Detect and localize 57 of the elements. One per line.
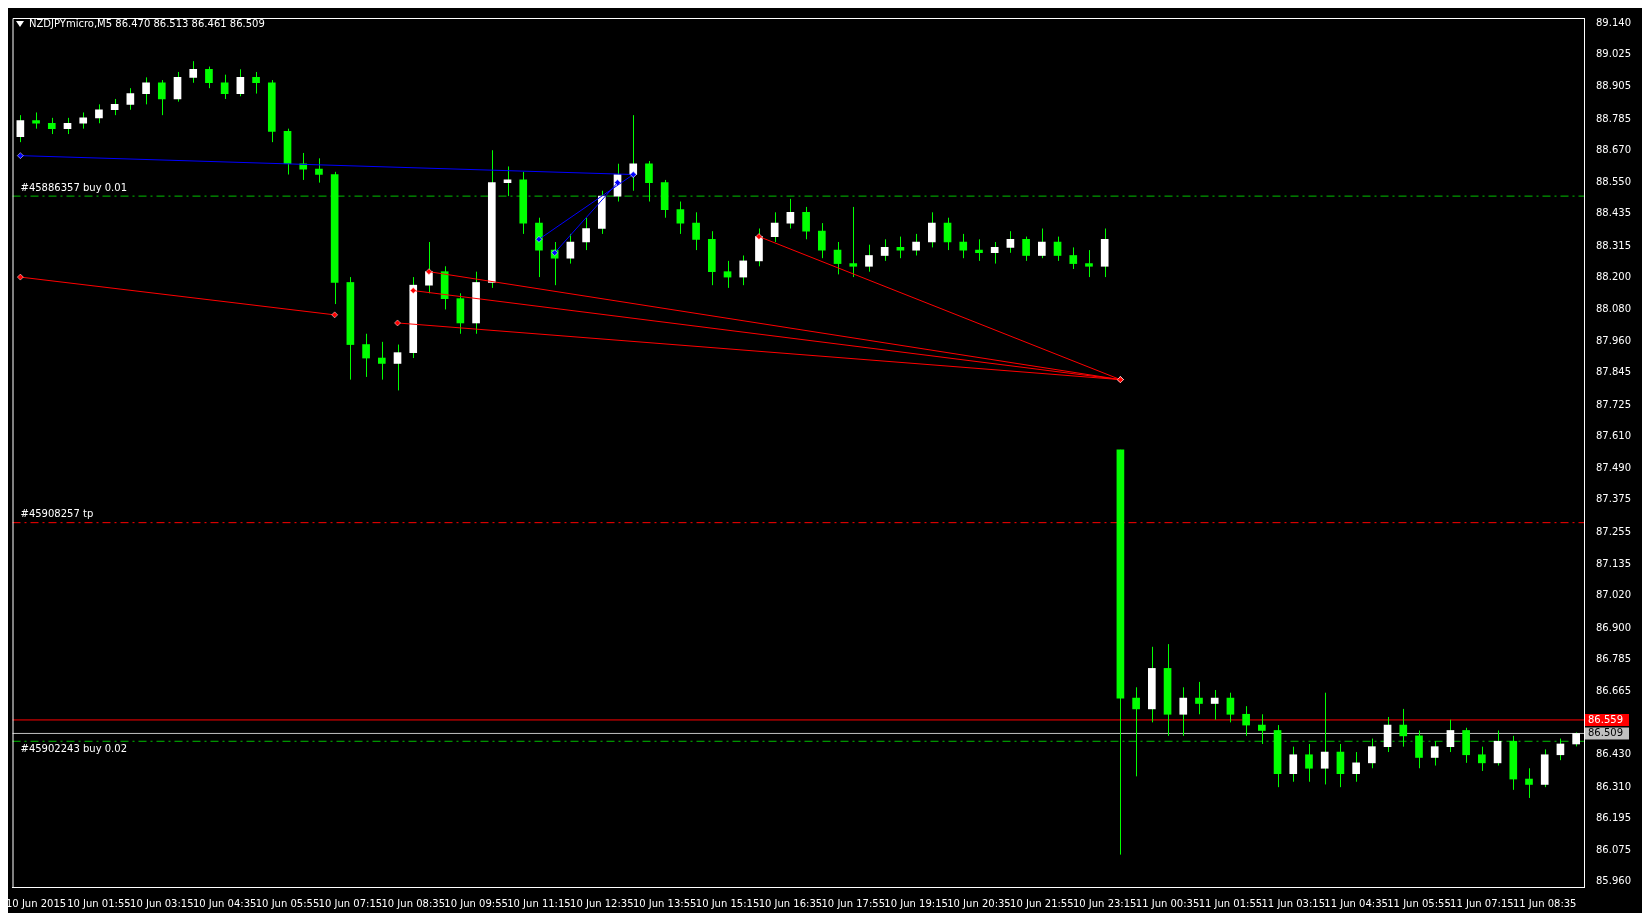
x-tick-label: 10 Jun 21:55: [1010, 897, 1074, 909]
x-tick-label: 10 Jun 16:35: [758, 897, 823, 909]
x-tick-label: 11 Jun 01:55: [1198, 897, 1263, 909]
y-tick-label: 87.255: [1596, 525, 1631, 537]
ref-line-label: #45908257 tp: [20, 508, 94, 520]
ref-line-label: 86.509: [1588, 727, 1623, 739]
y-tick-label: 88.670: [1596, 143, 1631, 155]
x-tick-label: 10 Jun 03:15: [130, 897, 194, 909]
y-tick-label: 87.960: [1596, 335, 1631, 347]
y-tick-label: 88.080: [1596, 303, 1631, 315]
x-tick-label: 10 Jun 08:35: [381, 897, 445, 909]
x-tick-label: 11 Jun 03:15: [1261, 897, 1326, 909]
x-tick-label: 10 Jun 15:15: [695, 897, 760, 909]
y-tick-label: 85.960: [1596, 875, 1631, 887]
y-tick-label: 88.905: [1596, 80, 1631, 92]
y-tick-label: 86.900: [1596, 621, 1631, 633]
y-tick-label: 86.310: [1596, 780, 1631, 792]
y-tick-label: 87.020: [1596, 589, 1631, 601]
y-tick-label: 88.785: [1596, 112, 1631, 124]
y-tick-label: 86.665: [1596, 684, 1631, 696]
x-tick-label: 11 Jun 08:35: [1512, 897, 1577, 909]
x-tick-label: 11 Jun 07:15: [1450, 897, 1514, 909]
x-tick-label: 10 Jun 11:15: [507, 897, 571, 909]
chart-title: NZDJPYmicro,M5 86.470 86.513 86.461 86.509: [29, 18, 265, 29]
y-tick-label: 88.315: [1596, 239, 1631, 251]
y-tick-label: 87.845: [1596, 366, 1631, 378]
y-tick-label: 87.375: [1596, 493, 1631, 505]
x-tick-label: 10 Jun 01:55: [67, 897, 131, 909]
y-tick-label: 86.785: [1596, 652, 1631, 664]
y-tick-label: 87.610: [1596, 429, 1631, 441]
x-tick-label: 10 Jun 05:55: [255, 897, 320, 909]
x-tick-label: 10 Jun 07:15: [318, 897, 383, 909]
y-tick-label: 87.135: [1596, 558, 1631, 570]
x-tick-label: 10 Jun 09:55: [444, 897, 508, 909]
y-tick-label: 87.490: [1596, 462, 1631, 474]
x-tick-label: 11 Jun 05:55: [1387, 897, 1451, 909]
x-tick-label: 10 Jun 23:15: [1072, 897, 1137, 909]
ref-line-label: #45902243 buy 0.02: [20, 742, 128, 754]
x-tick-label: 10 Jun 04:35: [192, 897, 257, 909]
ref-line-label: #45886357 buy 0.01: [20, 181, 128, 193]
y-tick-label: 89.025: [1596, 48, 1631, 60]
y-tick-label: 88.200: [1596, 270, 1631, 282]
x-tick-label: 11 Jun 04:35: [1324, 897, 1388, 909]
x-tick-label: 10 Jun 13:55: [632, 897, 697, 909]
x-tick-label: 10 Jun 19:15: [884, 897, 948, 909]
x-tick-label: 10 Jun 20:35: [947, 897, 1011, 909]
y-tick-label: 86.195: [1596, 811, 1631, 823]
ref-line-label: 86.559: [1588, 713, 1623, 725]
x-tick-label: 10 Jun 12:35: [570, 897, 634, 909]
x-tick-label: 11 Jun 00:35: [1135, 897, 1200, 909]
y-tick-label: 87.725: [1596, 398, 1631, 410]
y-tick-label: 86.075: [1596, 844, 1631, 856]
x-tick-label: 10 Jun 17:55: [821, 897, 886, 909]
y-tick-label: 86.430: [1596, 748, 1631, 760]
y-tick-label: 88.550: [1596, 176, 1631, 188]
y-tick-label: 89.140: [1596, 16, 1631, 28]
y-tick-label: 88.435: [1596, 207, 1631, 219]
